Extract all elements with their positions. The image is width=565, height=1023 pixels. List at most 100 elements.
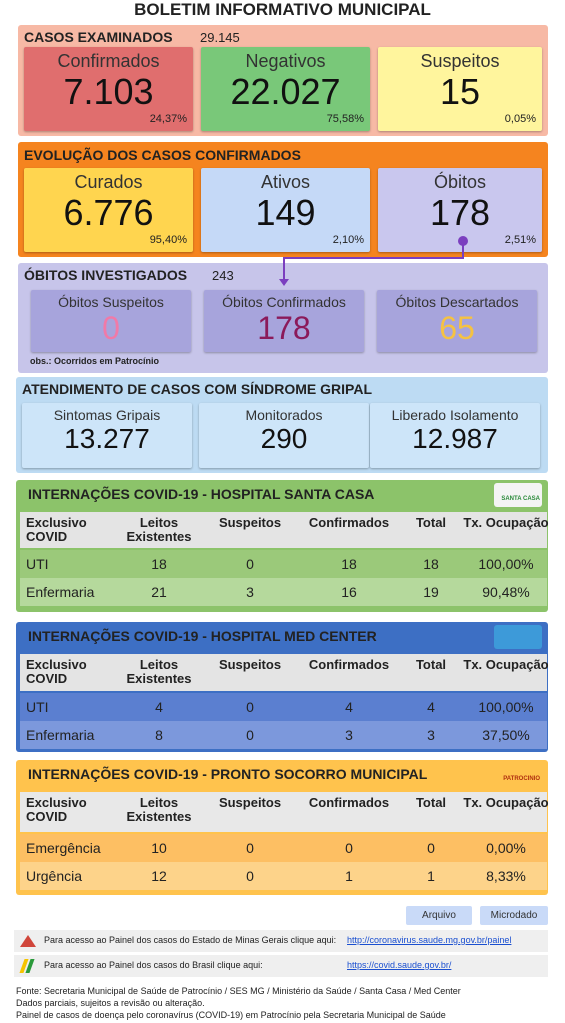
table-header-cell: Exclusivo COVID	[26, 515, 87, 544]
card-label: Confirmados	[57, 51, 160, 71]
section-title: INTERNAÇÕES COVID-19 - PRONTO SOCORRO MU…	[28, 766, 428, 782]
card-label: Ativos	[260, 172, 311, 192]
button[interactable]: Microdado	[480, 906, 548, 925]
table-cell: 0,00%	[486, 840, 526, 856]
table-cell: UTI	[26, 699, 49, 715]
table-cell: Urgência	[26, 868, 83, 884]
card-value: 22.027	[230, 71, 341, 112]
arrow-head	[279, 279, 289, 286]
logo: PATROCINIO	[494, 763, 542, 787]
table-cell: 18	[151, 556, 167, 572]
table-header-cell: Total	[415, 657, 447, 672]
table-header-cell: Exclusivo COVID	[26, 795, 87, 824]
table-header-cell: Suspeitos	[218, 515, 282, 530]
card	[31, 290, 191, 352]
table-cell: 18	[423, 556, 439, 572]
card-percent: 95,40%	[149, 234, 187, 246]
table-header-cell: Total	[415, 515, 447, 530]
card-value: 7.103	[63, 71, 154, 112]
table-header-cell: Tx. Ocupação	[463, 657, 549, 672]
card-value: 178	[257, 310, 311, 346]
card	[199, 403, 369, 468]
table-cell: 100,00%	[478, 699, 534, 715]
table-cell: 10	[151, 840, 167, 856]
table-cell: 4	[155, 699, 163, 715]
table-header-cell: Suspeitos	[218, 657, 282, 672]
table-row	[20, 578, 547, 606]
card-percent: 0,05%	[504, 113, 536, 125]
card	[378, 47, 542, 131]
table-cell: 0	[427, 840, 435, 856]
card	[24, 168, 193, 252]
card	[370, 403, 540, 468]
section-title: ÓBITOS INVESTIGADOS	[24, 267, 188, 283]
table-header-cell: Exclusivo COVID	[26, 657, 87, 686]
arrow	[462, 240, 464, 258]
link-url[interactable]: https://covid.saude.gov.br/	[347, 960, 452, 970]
table-cell: 18	[341, 556, 357, 572]
section-total: 29.145	[200, 30, 240, 45]
card-percent: 2,51%	[504, 234, 536, 246]
link-url[interactable]: http://coronavirus.saude.mg.gov.br/paine…	[347, 935, 512, 945]
table-header	[20, 792, 547, 832]
table-header-cell: Leitos Existentes	[126, 795, 192, 824]
card-label: Liberado Isolamento	[391, 407, 519, 423]
card	[24, 47, 193, 131]
card-value: 178	[429, 192, 491, 233]
table-cell: 37,50%	[482, 727, 530, 743]
button[interactable]: Arquivo	[406, 906, 472, 925]
section-total: 243	[212, 268, 234, 283]
table-cell: 8	[155, 727, 163, 743]
card-value: 149	[255, 192, 316, 233]
arrow-dot	[458, 236, 468, 246]
table-row	[20, 721, 547, 749]
table-header-cell: Tx. Ocupação	[463, 795, 549, 810]
table-cell: 0	[246, 699, 254, 715]
card-label: Óbitos Descartados	[395, 294, 519, 310]
card-label: Óbitos Confirmados	[222, 294, 346, 310]
card-value: 6.776	[63, 192, 154, 233]
table-cell: 12	[151, 868, 167, 884]
link-text: Para acesso ao Painel dos casos do Brasi…	[44, 960, 263, 970]
card	[377, 290, 537, 352]
table-cell: 3	[345, 727, 353, 743]
table-cell: 0	[246, 868, 254, 884]
table-cell: 90,48%	[482, 584, 530, 600]
table-cell: 0	[246, 727, 254, 743]
section-title: ATENDIMENTO DE CASOS COM SÍNDROME GRIPAL	[22, 381, 373, 397]
table-cell: 0	[246, 840, 254, 856]
table-header	[20, 654, 547, 691]
table-cell: 0	[345, 840, 353, 856]
table-cell: 3	[246, 584, 254, 600]
table-cell: 3	[427, 727, 435, 743]
card-value: 0	[102, 310, 120, 346]
card-label: Óbitos	[433, 172, 487, 192]
section-title: INTERNAÇÕES COVID-19 - HOSPITAL SANTA CA…	[28, 486, 375, 502]
table-header-cell: Suspeitos	[218, 795, 282, 810]
link-row	[14, 930, 548, 952]
table-cell: 100,00%	[478, 556, 534, 572]
table-header-cell: Leitos Existentes	[126, 657, 192, 686]
table-header-cell: Confirmados	[308, 795, 390, 810]
card-value: 13.277	[64, 423, 150, 454]
card-label: Óbitos Suspeitos	[58, 294, 164, 310]
card-label: Suspeitos	[420, 51, 500, 71]
card	[204, 290, 364, 352]
table-cell: 4	[345, 699, 353, 715]
table-cell: UTI	[26, 556, 49, 572]
footer-line: Dados parciais, sujeitos a revisão ou al…	[16, 998, 205, 1008]
logo: SANTA CASA	[494, 483, 542, 507]
table-cell: 4	[427, 699, 435, 715]
card	[201, 47, 370, 131]
table-header-cell: Tx. Ocupação	[463, 515, 549, 530]
card-label: Sintomas Gripais	[53, 407, 161, 423]
card-value: 12.987	[412, 423, 498, 454]
table-header-cell: Total	[415, 795, 447, 810]
link-text: Para acesso ao Painel dos casos do Estad…	[44, 935, 337, 945]
table-header-cell: Confirmados	[308, 515, 390, 530]
table-header	[20, 512, 547, 548]
section-title: EVOLUÇÃO DOS CASOS CONFIRMADOS	[24, 147, 301, 163]
table-row	[20, 862, 547, 890]
card-percent: 24,37%	[149, 113, 187, 125]
